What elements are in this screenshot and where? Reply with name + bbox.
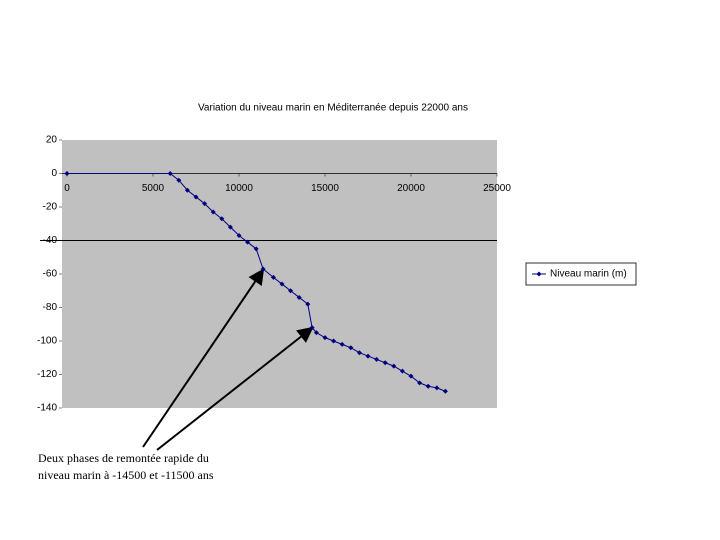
point bbox=[322, 335, 328, 341]
arrow bbox=[142, 268, 265, 448]
annotation: Deux phases de remontée rapide du bbox=[38, 451, 209, 465]
point bbox=[339, 341, 345, 347]
point bbox=[365, 353, 371, 359]
point bbox=[356, 350, 362, 356]
point bbox=[253, 246, 259, 252]
point bbox=[434, 385, 440, 391]
point bbox=[425, 383, 431, 389]
point bbox=[176, 177, 182, 183]
point bbox=[210, 209, 216, 215]
y-tick-label: -80 bbox=[43, 302, 58, 313]
x-tick-label: 15000 bbox=[311, 183, 339, 194]
x-tick-label: 20000 bbox=[397, 183, 425, 194]
x-tick-label: 5000 bbox=[142, 183, 165, 194]
point bbox=[279, 281, 285, 287]
point bbox=[313, 330, 319, 336]
legend-marker bbox=[536, 271, 542, 277]
x-tick-label: 0 bbox=[64, 183, 70, 194]
point bbox=[219, 216, 225, 222]
arrow bbox=[156, 326, 314, 451]
x-tick-label: 10000 bbox=[225, 183, 253, 194]
y-tick-label: 20 bbox=[46, 135, 58, 146]
point bbox=[309, 325, 315, 331]
point bbox=[331, 338, 337, 344]
point bbox=[442, 388, 448, 394]
point bbox=[288, 288, 294, 294]
point bbox=[270, 274, 276, 280]
point bbox=[202, 201, 208, 207]
chart-title: Variation du niveau marin en Méditerrané… bbox=[198, 103, 468, 114]
y-tick-label: -140 bbox=[37, 403, 57, 414]
legend-box bbox=[525, 262, 637, 286]
point bbox=[399, 368, 405, 374]
point bbox=[305, 301, 311, 307]
point bbox=[236, 232, 242, 238]
point bbox=[408, 373, 414, 379]
point bbox=[193, 194, 199, 200]
annotation: niveau marin à -14500 et -11500 ans bbox=[38, 468, 214, 482]
point bbox=[348, 345, 354, 351]
point bbox=[417, 380, 423, 386]
y-tick-label: -60 bbox=[43, 269, 58, 280]
y-tick-label: -100 bbox=[37, 336, 57, 347]
point bbox=[167, 171, 173, 176]
point bbox=[245, 239, 251, 245]
y-tick-label: 0 bbox=[51, 168, 57, 179]
point bbox=[227, 224, 233, 230]
point bbox=[260, 266, 266, 272]
point bbox=[391, 363, 397, 369]
point bbox=[184, 187, 190, 193]
y-tick-label: -120 bbox=[37, 369, 57, 380]
x-tick-label: 25000 bbox=[483, 183, 511, 194]
point bbox=[374, 356, 380, 362]
legend-label: Niveau marin (m) bbox=[550, 269, 627, 280]
point bbox=[296, 294, 302, 300]
y-tick-label: -20 bbox=[43, 202, 58, 213]
point bbox=[64, 171, 70, 176]
point bbox=[382, 360, 388, 366]
plot-area bbox=[62, 140, 497, 408]
